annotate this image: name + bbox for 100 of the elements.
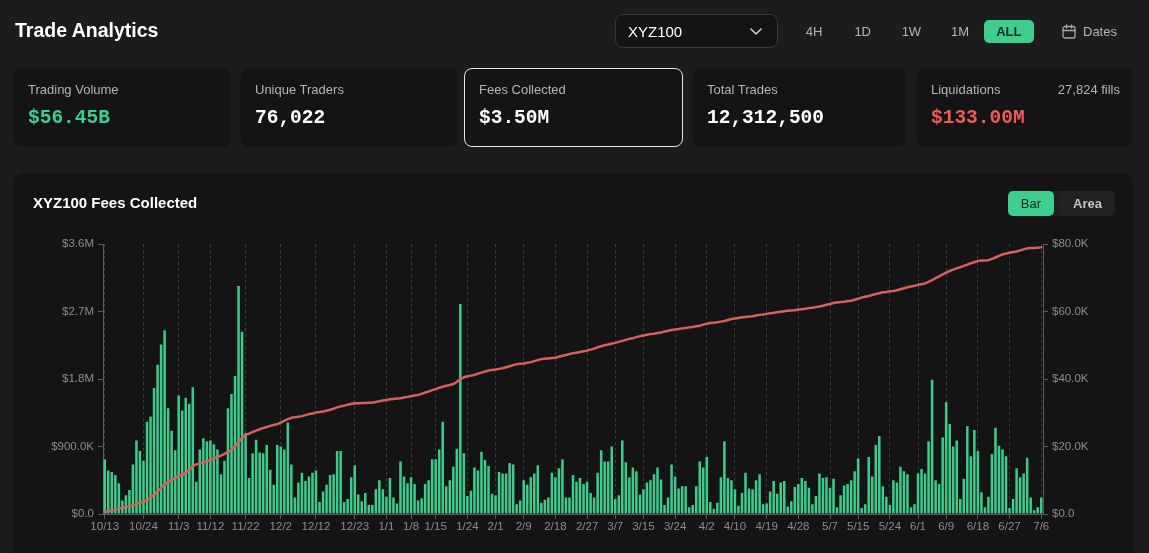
bar	[209, 440, 212, 514]
bar	[772, 481, 775, 514]
bar	[698, 461, 702, 514]
bar	[103, 459, 107, 514]
x-tick-label: 11/22	[231, 520, 260, 533]
x-tick-label: 11/12	[196, 520, 225, 533]
x-tick-label: 1/8	[403, 520, 420, 533]
x-tick-label: 5/7	[822, 520, 838, 533]
text: Trading Volume	[28, 82, 119, 97]
y2-tick-label: $80.0K	[1052, 237, 1089, 250]
y-tick-label: $2.7M	[62, 304, 94, 317]
x-tick-label: 6/18	[966, 520, 990, 533]
bar	[906, 474, 909, 514]
bar	[973, 430, 976, 514]
bar	[508, 463, 511, 514]
x-tick-label: 2/9	[515, 520, 532, 533]
text: 1D	[854, 24, 871, 39]
x-tick-label: 2/18	[544, 520, 567, 533]
bar	[561, 459, 564, 514]
bar	[441, 421, 445, 514]
bar	[378, 480, 381, 514]
text: $56.45B	[28, 107, 110, 129]
y-tick-label: $0.0	[71, 507, 94, 520]
text: Liquidations	[931, 82, 1001, 97]
x-tick-label: 2/27	[575, 520, 599, 533]
bar	[804, 481, 807, 514]
x-tick-label: 3/24	[663, 520, 687, 533]
bar	[184, 397, 187, 514]
x-tick-label: 11/3	[167, 520, 190, 533]
text: Area	[1073, 196, 1102, 211]
text: 1W	[901, 24, 922, 39]
bar	[670, 464, 673, 514]
x-tick-label: 1/1	[378, 520, 395, 533]
bar	[832, 478, 835, 514]
bar	[364, 493, 367, 514]
bar	[730, 480, 733, 514]
text: Trade Analytics	[15, 19, 159, 41]
bar	[684, 486, 687, 514]
bar	[276, 445, 279, 514]
bar	[758, 474, 761, 514]
bar	[621, 440, 624, 514]
bar	[1001, 449, 1004, 514]
bar	[501, 473, 504, 514]
bar	[353, 465, 356, 514]
bar	[135, 440, 138, 514]
bar	[529, 477, 533, 514]
text: 12,312,500	[707, 107, 825, 129]
y-tick-label: $1.8M	[62, 372, 94, 385]
x-tick-label: 3/15	[632, 520, 655, 533]
x-tick-label: 7/6	[1033, 520, 1050, 533]
x-tick-label: 6/9	[938, 520, 955, 533]
bar	[1039, 497, 1043, 514]
y2-tick-label: $60.0K	[1052, 304, 1089, 317]
y2-tick-label: $0.0	[1052, 507, 1075, 520]
text: 27,824 fills	[1057, 82, 1120, 97]
bar	[892, 480, 895, 514]
bar	[818, 473, 821, 514]
text: Total Trades	[707, 82, 778, 97]
dropdown-field: XYZ100	[615, 14, 778, 48]
bar	[202, 438, 205, 514]
bar	[723, 441, 726, 514]
y2-tick-label: $20.0K	[1052, 439, 1089, 452]
bar	[744, 472, 747, 514]
text: Fees Collected	[479, 82, 566, 97]
x-tick-label: 6/1	[910, 520, 927, 533]
bar	[177, 395, 180, 514]
x-tick-label: 12/23	[340, 520, 370, 533]
bar	[867, 457, 870, 514]
text: 4H	[805, 24, 823, 39]
bar	[163, 330, 166, 514]
text: 1M	[951, 24, 970, 39]
x-tick-label: 4/2	[698, 520, 715, 533]
bar	[656, 467, 659, 514]
x-tick-label: 4/19	[755, 520, 778, 533]
bar	[635, 471, 638, 514]
x-tick-label: 1/24	[456, 520, 480, 533]
text: Unique Traders	[255, 82, 344, 97]
bar	[966, 426, 969, 514]
x-tick-label: 1/15	[424, 520, 447, 533]
bar	[825, 477, 828, 514]
x-tick-label: 5/24	[878, 520, 902, 533]
text: Dates	[1083, 24, 1117, 39]
text: 76,022	[255, 107, 326, 129]
bar	[473, 467, 476, 514]
bar	[522, 480, 525, 514]
x-tick-label: 5/15	[846, 520, 870, 533]
x-tick-label: 4/10	[723, 520, 747, 533]
bar	[610, 446, 613, 514]
text: ALL	[996, 24, 1022, 39]
x-tick-label: 10/13	[90, 520, 120, 533]
x-tick-label: 10/24	[129, 520, 159, 533]
x-tick-label: 2/1	[487, 520, 504, 533]
bar	[399, 461, 402, 514]
text: $3.50M	[479, 107, 550, 129]
bar	[237, 286, 240, 514]
bar	[311, 472, 314, 514]
x-tick-label: 3/7	[607, 520, 624, 533]
bar	[994, 427, 997, 514]
x-tick-label: 12/2	[269, 520, 292, 533]
bar	[846, 484, 849, 514]
